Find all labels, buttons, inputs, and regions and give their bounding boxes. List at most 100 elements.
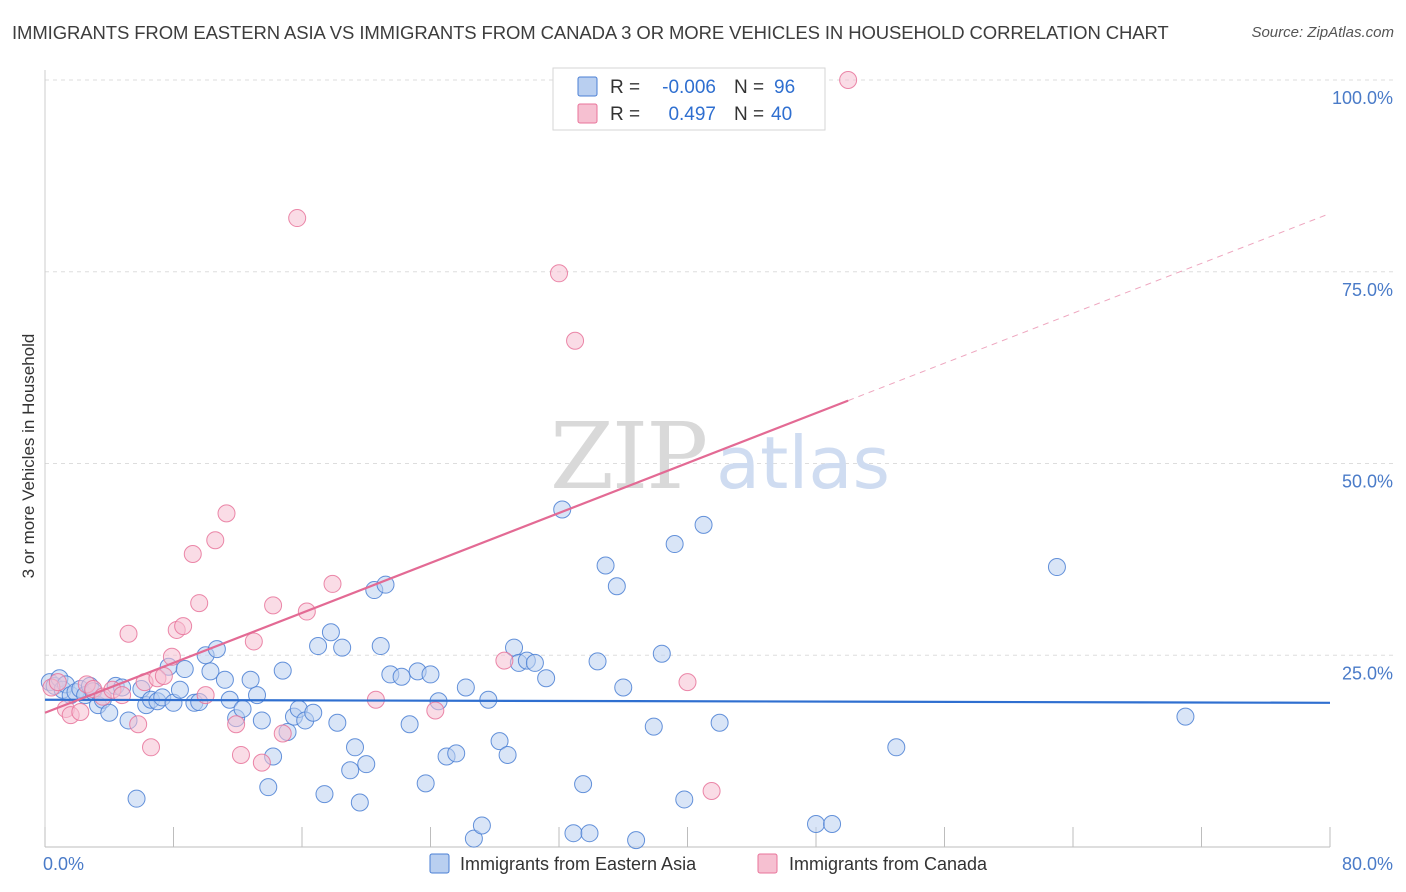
eastern-asia-point-68	[456, 678, 475, 697]
watermark: ZIP atlas	[550, 403, 890, 510]
eastern-asia-point-94	[807, 814, 825, 833]
eastern-asia-point-25	[170, 680, 189, 699]
eastern-asia-point-72	[490, 732, 509, 751]
eastern-asia-point-35	[233, 699, 252, 718]
legend-r-label-b: R =	[610, 104, 640, 125]
x-tick-label-max: 80.0%	[1342, 854, 1393, 874]
eastern-asia-point-82	[580, 824, 599, 843]
bottom-legend-canada: Immigrants from Canada	[789, 854, 988, 874]
canada-point-32	[323, 574, 342, 593]
legend-n-value-b: 40	[771, 104, 792, 125]
eastern-asia-point-80	[564, 824, 583, 843]
x-tick-label-min: 0.0%	[43, 854, 84, 874]
trend-line-canada	[44, 399, 849, 714]
bottom-legend-eastern-asia: Immigrants from Eastern Asia	[460, 854, 697, 874]
bottom-swatch-canada	[757, 853, 778, 874]
eastern-asia-point-89	[652, 644, 671, 663]
eastern-asia-point-47	[309, 637, 328, 656]
canada-point-30	[288, 209, 307, 228]
canada-point-25	[231, 745, 250, 764]
y-axis-label: 3 or more Vehicles in Household	[19, 334, 38, 579]
canada-point-18	[174, 617, 193, 636]
eastern-asia-point-26	[175, 660, 194, 679]
eastern-asia-point-98	[1176, 707, 1195, 726]
y-tick-label-75: 75.0%	[1342, 280, 1393, 300]
trend-line-eastern-asia	[44, 698, 1331, 704]
eastern-asia-point-57	[371, 637, 390, 656]
eastern-asia-point-38	[252, 711, 271, 730]
eastern-asia-point-67	[447, 744, 466, 763]
gridlines	[45, 79, 1395, 656]
eastern-asia-point-36	[241, 670, 260, 689]
canada-point-11	[129, 715, 148, 734]
canada-point-26	[244, 632, 263, 651]
y-tick-label-25: 25.0%	[1342, 663, 1393, 683]
eastern-asia-point-64	[421, 665, 440, 684]
series-eastern-asia-points	[40, 500, 1195, 850]
eastern-asia-point-41	[273, 661, 292, 680]
watermark-zip: ZIP	[550, 403, 706, 510]
canada-point-20	[190, 594, 209, 613]
eastern-asia-point-83	[588, 652, 607, 671]
canada-point-35	[495, 651, 514, 670]
canada-point-24	[227, 715, 246, 734]
eastern-asia-point-77	[525, 653, 544, 672]
legend-n-value-a: 96	[774, 77, 795, 98]
canada-point-1	[48, 673, 67, 692]
legend-n-label-b: N =	[734, 104, 764, 125]
canada-point-36	[550, 264, 568, 283]
eastern-asia-point-13	[100, 703, 119, 722]
axes	[44, 70, 1331, 848]
canada-point-38	[678, 673, 697, 692]
legend-swatch-blue	[577, 76, 598, 97]
canada-point-27	[252, 753, 271, 772]
legend-n-label-a: N =	[734, 77, 764, 98]
eastern-asia-point-51	[333, 638, 352, 657]
eastern-asia-point-55	[357, 755, 376, 774]
eastern-asia-point-84	[596, 556, 615, 575]
eastern-asia-point-17	[127, 789, 146, 808]
eastern-asia-point-32	[215, 670, 234, 689]
canada-point-13	[142, 738, 161, 757]
eastern-asia-point-87	[627, 831, 646, 850]
eastern-asia-point-97	[1047, 558, 1066, 577]
eastern-asia-point-52	[341, 761, 360, 780]
eastern-asia-point-54	[350, 793, 369, 812]
canada-point-22	[206, 531, 225, 550]
legend-r-value-b: 0.497	[668, 104, 716, 125]
eastern-asia-point-70	[472, 816, 491, 835]
eastern-asia-point-85	[607, 577, 626, 596]
canada-point-9	[113, 686, 132, 705]
chart-title: IMMIGRANTS FROM EASTERN ASIA VS IMMIGRAN…	[12, 22, 1169, 43]
y-tick-label-100: 100.0%	[1332, 88, 1393, 108]
correlation-legend: R = -0.006 N = 96 R = 0.497 N = 40	[552, 67, 826, 131]
eastern-asia-point-78	[537, 669, 556, 688]
eastern-asia-point-92	[694, 515, 713, 534]
canada-point-19	[183, 545, 202, 564]
canada-point-28	[264, 596, 283, 615]
eastern-asia-point-46	[304, 703, 323, 722]
canada-point-10	[119, 624, 138, 643]
eastern-asia-point-63	[416, 774, 435, 793]
eastern-asia-point-61	[400, 715, 419, 734]
eastern-asia-point-50	[328, 713, 347, 732]
eastern-asia-point-48	[315, 785, 334, 804]
trend-lines	[44, 212, 1331, 714]
watermark-atlas: atlas	[716, 421, 890, 505]
canada-point-37	[566, 331, 585, 350]
eastern-asia-point-93	[710, 713, 729, 732]
eastern-asia-point-69	[464, 829, 483, 848]
eastern-asia-point-90	[665, 535, 684, 554]
eastern-asia-point-39	[259, 778, 278, 797]
eastern-asia-point-96	[887, 738, 906, 757]
legend-box	[552, 67, 826, 131]
canada-point-34	[426, 701, 445, 720]
canada-point-40	[839, 71, 858, 89]
eastern-asia-point-91	[675, 790, 694, 809]
series-canada-points	[42, 71, 858, 801]
eastern-asia-point-86	[614, 678, 633, 697]
canada-point-29	[273, 724, 292, 743]
canada-point-39	[702, 782, 721, 801]
legend-swatch-pink	[577, 103, 598, 124]
